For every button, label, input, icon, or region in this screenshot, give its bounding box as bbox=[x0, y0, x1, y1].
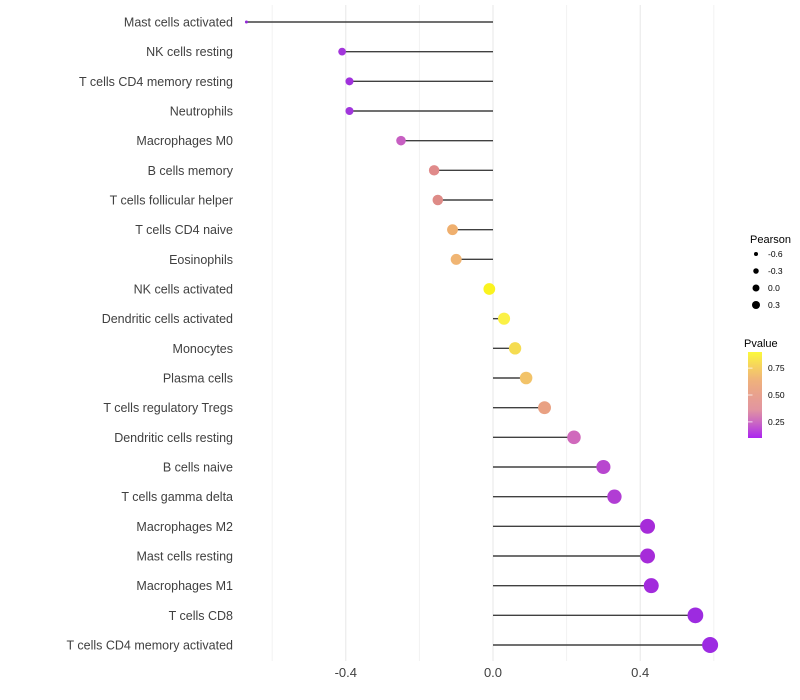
y-axis-label: Macrophages M2 bbox=[136, 520, 233, 534]
y-axis-label: Macrophages M1 bbox=[136, 579, 233, 593]
legend-size-dot bbox=[753, 268, 759, 274]
lollipop-dot bbox=[640, 518, 656, 534]
x-axis-tick-label: -0.4 bbox=[335, 665, 357, 680]
lollipop-dot bbox=[538, 401, 551, 415]
y-axis-label: T cells regulatory Tregs bbox=[103, 401, 233, 415]
y-axis-label: Macrophages M0 bbox=[136, 134, 233, 148]
legend-size-label: -0.6 bbox=[768, 249, 783, 259]
y-axis-label: T cells gamma delta bbox=[121, 490, 233, 504]
lollipop-dot bbox=[643, 578, 659, 594]
y-axis-label: T cells CD4 naive bbox=[135, 223, 233, 237]
lollipop-dot bbox=[607, 489, 622, 504]
y-axis-label: Mast cells activated bbox=[124, 16, 233, 30]
lollipop-dot bbox=[519, 371, 533, 385]
lollipop-dot bbox=[702, 637, 719, 653]
x-axis-tick-label: 0.4 bbox=[631, 665, 649, 680]
legend-size-label: 0.3 bbox=[768, 300, 780, 310]
y-axis-label: Mast cells resting bbox=[136, 550, 233, 564]
lollipop-dot bbox=[244, 20, 248, 24]
legend-size-label: -0.3 bbox=[768, 266, 783, 276]
legend-size-dot bbox=[754, 252, 758, 256]
lollipop-dot bbox=[640, 548, 656, 564]
legend-colorbar-label: 0.75 bbox=[768, 363, 785, 373]
y-axis-label: Plasma cells bbox=[163, 372, 233, 386]
legend-colorbar-label: 0.50 bbox=[768, 390, 785, 400]
legend-color-title: Pvalue bbox=[744, 338, 778, 350]
y-axis-label: T cells CD4 memory activated bbox=[67, 639, 234, 653]
lollipop-dot bbox=[447, 224, 458, 236]
lollipop-dot bbox=[567, 430, 581, 445]
y-axis-label: T cells CD4 memory resting bbox=[79, 75, 233, 89]
y-axis-label: B cells naive bbox=[163, 461, 233, 475]
x-axis-labels: -0.4 0.0 0.4 bbox=[335, 665, 650, 680]
lollipop-dot bbox=[450, 253, 462, 265]
y-axis-label: NK cells activated bbox=[134, 283, 233, 297]
lollipop-dots bbox=[244, 20, 719, 653]
lollipop-dot bbox=[338, 47, 346, 56]
lollipop-stems bbox=[246, 21, 711, 646]
lollipop-dot bbox=[497, 312, 511, 325]
gridlines bbox=[271, 5, 715, 661]
y-axis-label: Neutrophils bbox=[170, 105, 233, 119]
legend-size-title: Pearson bbox=[750, 234, 791, 246]
legend-colorbar bbox=[748, 352, 762, 438]
y-axis-label: Dendritic cells resting bbox=[114, 431, 233, 445]
lollipop-dot bbox=[596, 459, 611, 475]
lollipop-dot bbox=[483, 283, 496, 295]
lollipop-dot bbox=[345, 107, 354, 115]
lollipop-dot bbox=[508, 342, 522, 355]
lollipop-dot bbox=[345, 77, 354, 86]
y-axis-label: T cells follicular helper bbox=[110, 194, 233, 208]
y-axis-label: T cells CD8 bbox=[169, 609, 233, 623]
lollipop-dot bbox=[432, 194, 444, 206]
x-axis-tick-label: 0.0 bbox=[484, 665, 502, 680]
y-axis-label: Monocytes bbox=[173, 342, 233, 356]
y-axis-labels: Mast cells activated NK cells resting T ce… bbox=[67, 16, 234, 653]
y-axis-label: B cells memory bbox=[148, 164, 234, 178]
y-axis-label: Eosinophils bbox=[169, 253, 233, 267]
y-axis-label: NK cells resting bbox=[146, 45, 233, 59]
y-axis-label: Dendritic cells activated bbox=[102, 312, 233, 326]
lollipop-dot bbox=[687, 607, 704, 624]
legend-size-dot bbox=[752, 284, 760, 292]
lollipop-dot bbox=[428, 165, 440, 176]
legend-size-dot bbox=[752, 301, 760, 309]
legend-colorbar-label: 0.25 bbox=[768, 417, 785, 427]
legend: Pearson -0.6 -0.3 0.0 0.3 Pvalue 0.75 0.50 0.25 bbox=[744, 234, 791, 438]
legend-size-label: 0.0 bbox=[768, 283, 780, 293]
lollipop-dot bbox=[396, 135, 406, 146]
